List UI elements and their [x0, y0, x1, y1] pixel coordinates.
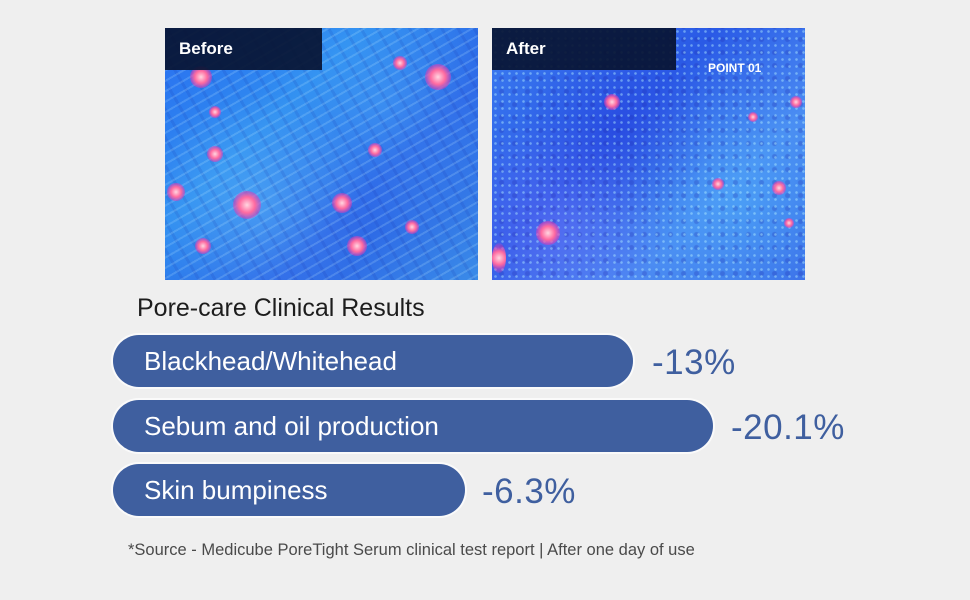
pore-spot — [748, 112, 758, 122]
pore-spot — [604, 94, 620, 110]
pore-spot — [492, 243, 506, 273]
bar-label: Blackhead/Whitehead — [144, 345, 397, 376]
pore-spot — [190, 66, 212, 88]
pore-spot — [347, 236, 367, 256]
after-label: After — [492, 28, 676, 70]
pore-spot — [233, 191, 261, 219]
source-footnote: *Source - Medicube PoreTight Serum clini… — [128, 541, 695, 559]
point-label: POINT 01 — [708, 61, 762, 75]
pore-spot — [790, 96, 802, 108]
pore-spot — [784, 218, 794, 228]
pore-spot — [393, 56, 407, 70]
pore-spot — [772, 181, 786, 195]
pore-spot — [425, 64, 451, 90]
value-blackhead-whitehead: -13% — [652, 343, 736, 382]
bar-sebum-oil-production: Sebum and oil production — [113, 400, 713, 452]
bar-label: Sebum and oil production — [144, 410, 439, 441]
pore-spot — [209, 106, 221, 118]
before-photo: Before — [165, 28, 478, 280]
bar-blackhead-whitehead: Blackhead/Whitehead — [113, 335, 633, 387]
value-skin-bumpiness: -6.3% — [482, 472, 576, 511]
pore-spot — [207, 146, 223, 162]
pore-spot — [195, 238, 211, 254]
after-photo: After POINT 01 — [492, 28, 805, 280]
pore-spot — [332, 193, 352, 213]
pore-spot — [536, 221, 560, 245]
pore-spot — [167, 183, 185, 201]
bar-label: Skin bumpiness — [144, 474, 328, 505]
value-sebum-oil-production: -20.1% — [731, 408, 845, 447]
chart-title: Pore-care Clinical Results — [137, 294, 425, 322]
before-label: Before — [165, 28, 322, 70]
pore-spot — [368, 143, 382, 157]
bar-skin-bumpiness: Skin bumpiness — [113, 464, 465, 516]
pore-spot — [405, 220, 419, 234]
pore-spot — [712, 178, 724, 190]
